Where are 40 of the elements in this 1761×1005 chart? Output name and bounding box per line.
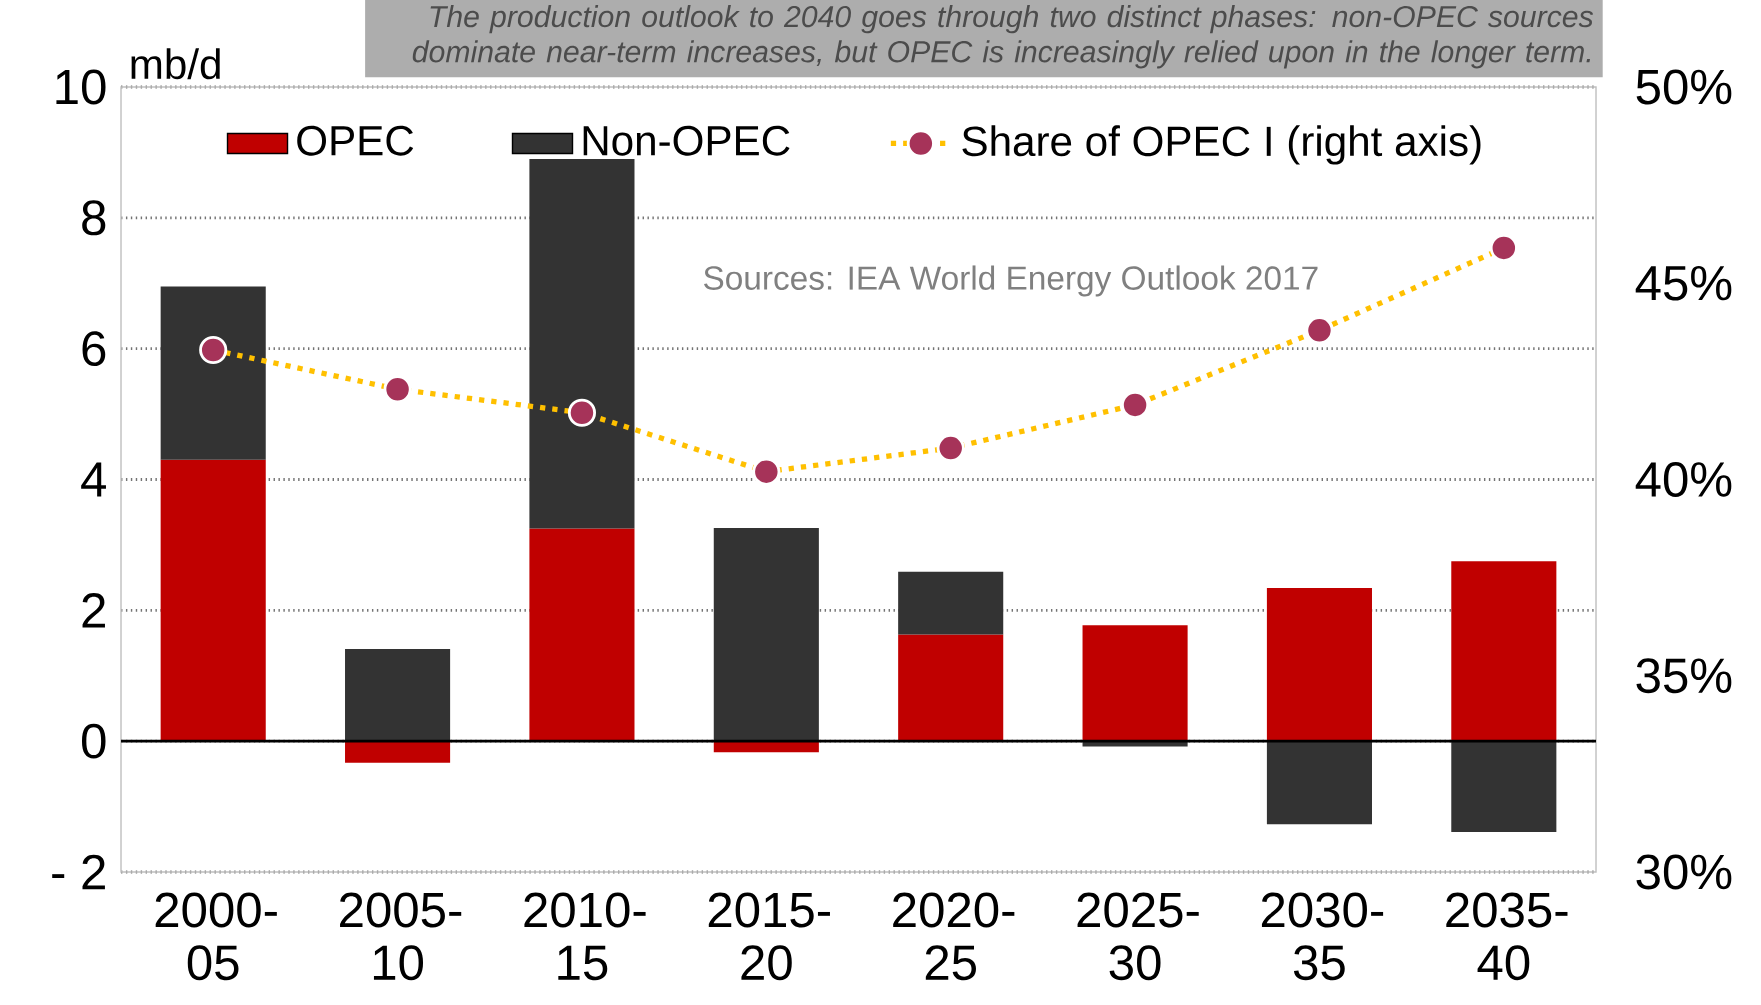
y2-tick-label: 30% — [1636, 854, 1732, 890]
y-tick-label: 2 — [82, 593, 105, 628]
y-axis-title: mb/d — [131, 48, 220, 80]
bar — [1266, 588, 1372, 742]
y2-tick-label: 50% — [1636, 69, 1732, 105]
y-tick-label: 6 — [82, 331, 106, 367]
bar — [1451, 741, 1557, 833]
y-tick-label: - 2 — [52, 854, 105, 890]
x-tick-label: 2015-20 — [708, 892, 830, 981]
bar — [345, 648, 451, 742]
bar — [345, 741, 451, 763]
x-tick-label: 2005-10 — [340, 892, 462, 981]
bar — [1266, 741, 1372, 825]
bar — [529, 528, 635, 742]
bar — [1451, 561, 1557, 742]
annotation: Sources: IEA World Energy Outlook 2017 — [704, 265, 1318, 297]
legend-label: Non-OPEC — [583, 125, 790, 156]
x-tick-label: 2020-25 — [893, 892, 1015, 981]
x-tick-label: 2010-15 — [524, 892, 646, 981]
x-tick-label: 2025-30 — [1077, 892, 1199, 981]
y-tick-label: 4 — [81, 462, 106, 497]
legend-label: Share of OPEC I (right axis) — [962, 125, 1481, 165]
y2-tick-label: 40% — [1635, 462, 1732, 497]
bar — [160, 286, 266, 460]
x-tick-label: 2000-05 — [155, 892, 277, 981]
bar — [529, 158, 635, 529]
legend-label: OPEC — [297, 125, 414, 156]
bar — [898, 571, 1004, 635]
x-tick-label: 2035-40 — [1446, 892, 1568, 981]
y2-tick-label: 45% — [1635, 265, 1732, 301]
bar — [713, 527, 819, 742]
bar — [1082, 625, 1188, 742]
chart-title: The production outlook to 2040 goes through two distinct phases: non-OPEC sources dominate near-term increases, but OPEC is increasingly relied upon in the longer term. — [412, 5, 1594, 69]
y-tick-label: 8 — [82, 200, 106, 236]
bar — [160, 459, 266, 742]
y2-tick-label: 35% — [1636, 658, 1732, 694]
x-tick-label: 2030-35 — [1261, 892, 1384, 981]
bar — [898, 634, 1004, 742]
y-tick-label: 0 — [81, 723, 106, 759]
y-tick-label: 10 — [56, 69, 106, 105]
